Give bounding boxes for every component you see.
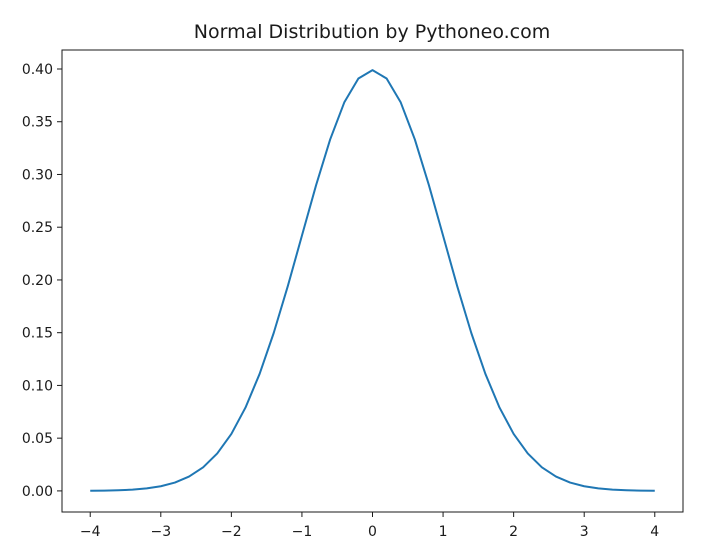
x-tick-label: −2	[221, 524, 242, 540]
x-tick-label: −3	[150, 524, 171, 540]
y-tick-label: 0.40	[22, 62, 53, 78]
x-tick-label: 3	[580, 524, 589, 540]
y-tick-label: 0.05	[22, 431, 53, 447]
y-tick-label: 0.30	[22, 167, 53, 183]
x-tick-label: 1	[439, 524, 448, 540]
x-tick-label: −1	[292, 524, 313, 540]
plot-area-frame	[61, 49, 684, 513]
series-layer	[90, 69, 655, 492]
x-tick-label: 2	[509, 524, 518, 540]
y-tick-label: 0.35	[22, 115, 53, 131]
series-line	[90, 69, 655, 492]
y-tick-label: 0.00	[22, 484, 53, 500]
y-tick-label: 0.15	[22, 326, 53, 342]
x-axis: −4 −3 −2 −1 0 1 2 3 4	[80, 512, 659, 540]
y-tick-label: 0.20	[22, 273, 53, 289]
y-tick-label: 0.10	[22, 378, 53, 394]
y-tick-label: 0.25	[22, 220, 53, 236]
x-tick-label: 0	[368, 524, 377, 540]
x-tick-label: 4	[650, 524, 659, 540]
y-axis: 0.00 0.05 0.10 0.15 0.20 0.25 0.30 0.35 0.40	[22, 62, 62, 500]
chart-title: Normal Distribution by Pythoneo.com	[194, 21, 550, 43]
x-tick-label: −4	[80, 524, 101, 540]
